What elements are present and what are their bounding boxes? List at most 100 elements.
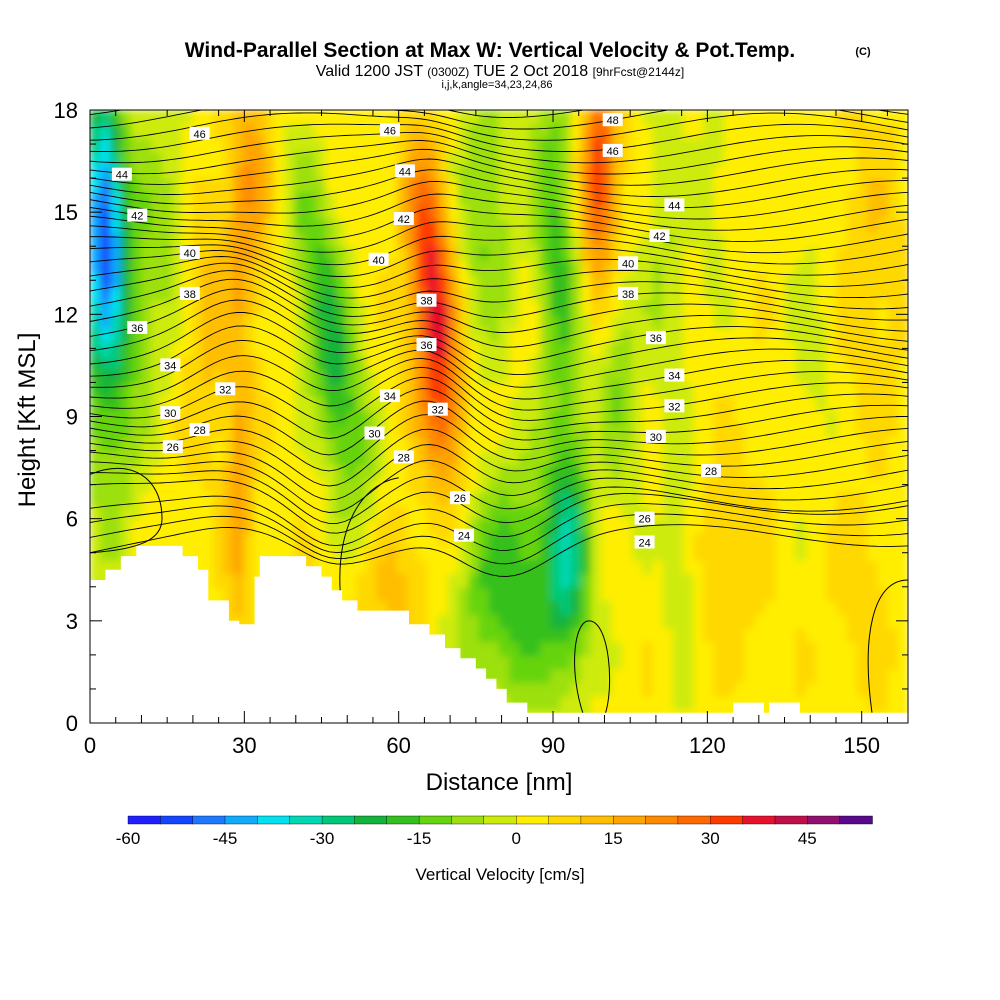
field-cell: [570, 355, 582, 370]
field-cell: [539, 273, 552, 289]
field-cell: [580, 287, 592, 302]
field-cell: [550, 205, 562, 220]
field-cell: [478, 477, 490, 493]
field-cell: [805, 164, 817, 180]
field-cell: [366, 409, 378, 425]
field-cell: [611, 436, 623, 452]
field-cell: [672, 477, 684, 493]
field-cell: [836, 273, 848, 289]
field-cell: [867, 219, 879, 234]
field-cell: [263, 545, 275, 561]
field-cell: [171, 518, 183, 534]
field-cell: [724, 491, 736, 506]
contour-label: 46: [189, 126, 210, 141]
y-tick-label: 15: [54, 200, 78, 225]
field-cell: [775, 614, 787, 629]
field-cell: [488, 409, 500, 425]
contour-label-text: 28: [193, 425, 205, 437]
field-cell: [325, 450, 337, 466]
contour-label: 36: [127, 321, 148, 335]
field-cell: [836, 668, 848, 684]
contour-label-text: 32: [219, 384, 231, 396]
field-cell: [222, 205, 235, 220]
field-cell: [897, 205, 908, 220]
field-cell: [867, 300, 879, 316]
field-cell: [90, 205, 102, 220]
field-cell: [263, 191, 275, 207]
field-cell: [233, 246, 245, 261]
field-cell: [764, 464, 777, 479]
field-cell: [499, 246, 511, 261]
field-cell: [856, 682, 869, 697]
field-cell: [447, 614, 460, 629]
field-cell: [141, 137, 153, 152]
field-cell: [315, 477, 327, 493]
field-cell: [222, 137, 235, 152]
field-cell: [856, 600, 869, 615]
field-cell: [775, 287, 787, 302]
field-cell: [222, 545, 235, 561]
field-cell: [294, 423, 306, 438]
field-cell: [274, 396, 286, 411]
field-cell: [897, 259, 908, 275]
field-cell: [846, 137, 858, 152]
field-cell: [519, 641, 531, 656]
field-cell: [161, 219, 173, 234]
field-cell: [805, 545, 817, 561]
field-cell: [713, 641, 725, 656]
field-cell: [887, 573, 899, 588]
field-cell: [315, 232, 327, 248]
field-cell: [560, 314, 572, 329]
field-cell: [161, 532, 173, 547]
field-cell: [621, 654, 633, 670]
field-cell: [570, 532, 582, 547]
field-cell: [376, 450, 388, 466]
field-cell: [867, 573, 879, 588]
field-cell: [458, 191, 470, 207]
field-cell: [550, 150, 562, 166]
field-cell: [161, 491, 173, 506]
field-cell: [672, 505, 684, 520]
terrain-shape: [90, 545, 908, 723]
field-cell: [90, 178, 102, 193]
field-cell: [703, 150, 715, 166]
field-cell: [478, 137, 490, 152]
field-cell: [294, 450, 306, 466]
field-cell: [621, 191, 633, 207]
field-cell: [693, 600, 705, 615]
field-cell: [458, 614, 470, 629]
field-cell: [805, 477, 817, 493]
field-cell: [703, 573, 715, 588]
field-cell: [366, 491, 378, 506]
contour-label: 36: [416, 338, 437, 352]
field-cell: [274, 505, 286, 520]
field-cell: [621, 423, 633, 438]
field-cell: [775, 600, 787, 615]
field-cell: [407, 477, 419, 493]
field-cell: [836, 518, 848, 534]
field-cell: [284, 178, 296, 193]
field-cell: [304, 205, 316, 220]
field-cell: [631, 368, 644, 384]
field-cell: [836, 259, 848, 275]
field-cell: [355, 123, 368, 139]
field-cell: [355, 423, 368, 438]
contour-label: 38: [179, 286, 200, 301]
field-cell: [253, 191, 265, 207]
field-cell: [202, 219, 214, 234]
field-cell: [386, 396, 398, 411]
theta-contour: [90, 158, 908, 197]
field-cell: [744, 178, 756, 193]
field-cell: [335, 246, 347, 261]
field-cell: [560, 219, 572, 234]
field-cell: [775, 246, 787, 261]
field-cell: [243, 314, 255, 329]
field-cell: [867, 532, 879, 547]
field-cell: [887, 368, 899, 384]
field-cell: [887, 518, 899, 534]
field-cell: [621, 491, 633, 506]
contour-label: 34: [379, 389, 400, 403]
field-cell: [785, 273, 797, 289]
field-cell: [764, 355, 777, 370]
field-cell: [642, 219, 654, 234]
